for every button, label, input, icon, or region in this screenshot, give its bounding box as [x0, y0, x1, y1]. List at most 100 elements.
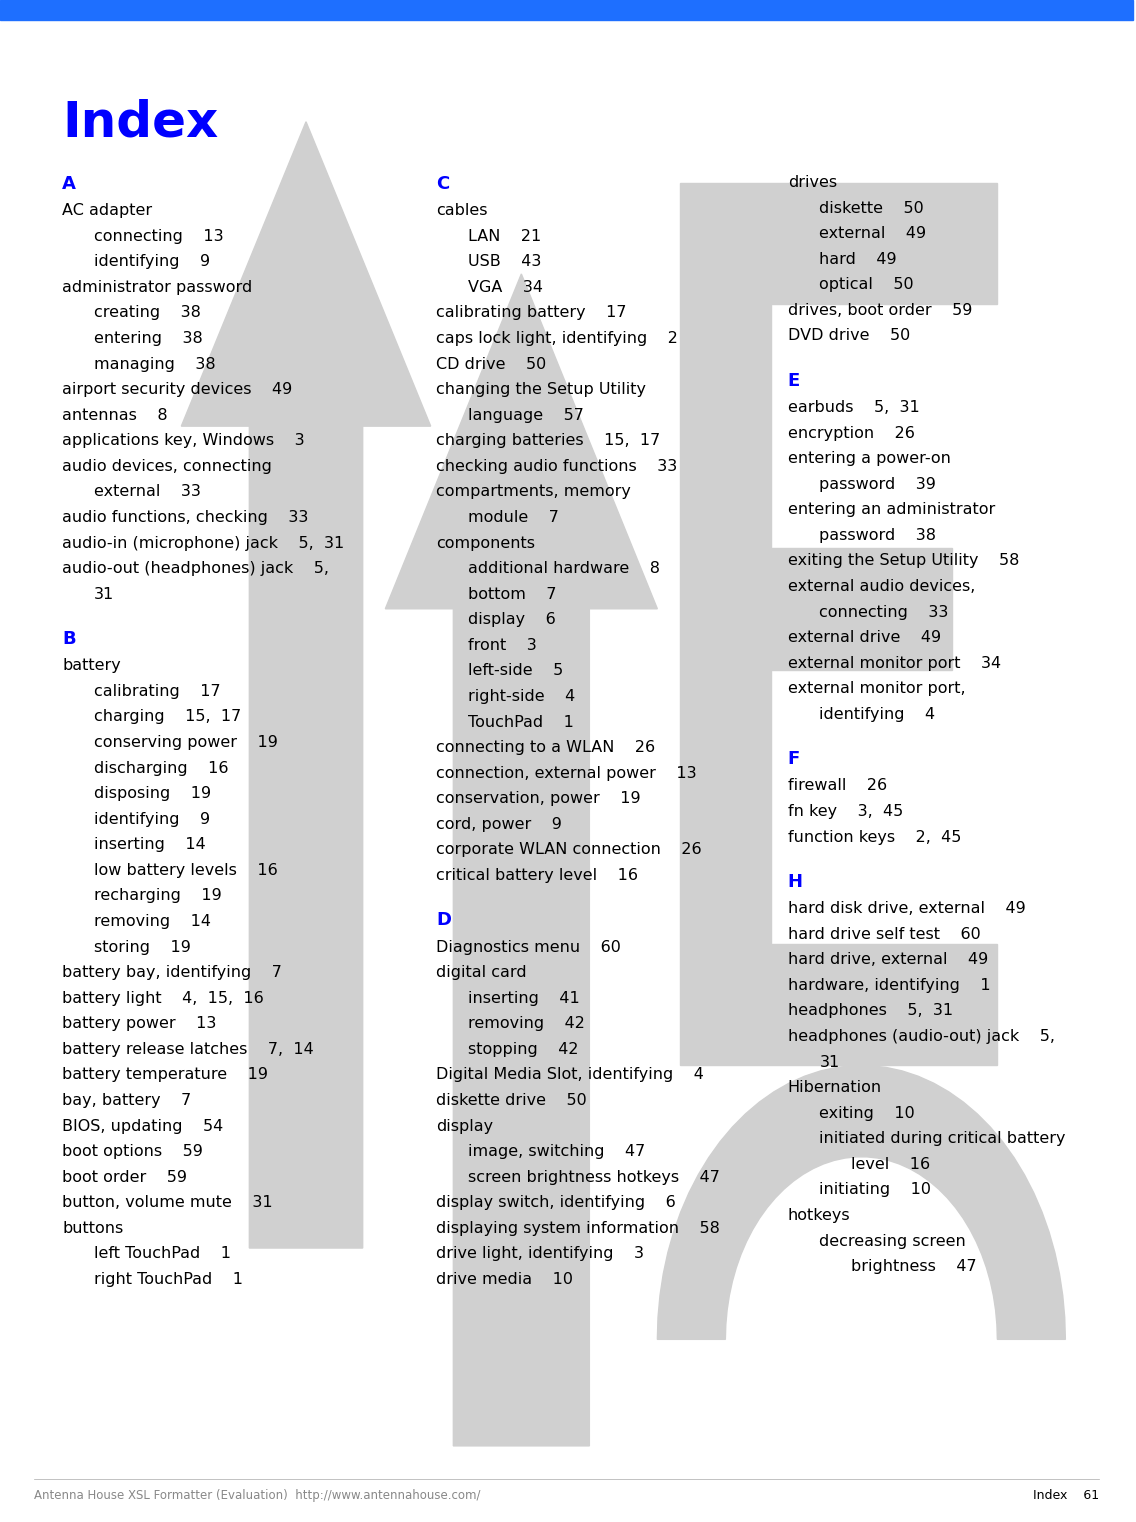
- Text: digital card: digital card: [436, 965, 527, 980]
- Text: discharging    16: discharging 16: [94, 761, 228, 776]
- Text: headphones (audio-out) jack    5,: headphones (audio-out) jack 5,: [787, 1029, 1054, 1044]
- Text: CD drive    50: CD drive 50: [436, 356, 546, 371]
- Text: battery temperature    19: battery temperature 19: [62, 1067, 268, 1082]
- Text: antennas    8: antennas 8: [62, 408, 168, 423]
- Text: front    3: front 3: [468, 638, 537, 653]
- Polygon shape: [385, 274, 658, 1446]
- Text: Hibernation: Hibernation: [787, 1081, 882, 1096]
- Text: fn key    3,  45: fn key 3, 45: [787, 804, 903, 819]
- Text: boot order    59: boot order 59: [62, 1170, 187, 1184]
- Text: earbuds    5,  31: earbuds 5, 31: [787, 400, 919, 416]
- Text: external audio devices,: external audio devices,: [787, 578, 975, 594]
- Text: battery bay, identifying    7: battery bay, identifying 7: [62, 965, 282, 980]
- Text: conservation, power    19: conservation, power 19: [436, 791, 641, 807]
- Text: storing    19: storing 19: [94, 939, 191, 954]
- Text: optical    50: optical 50: [819, 277, 914, 292]
- Text: BIOS, updating    54: BIOS, updating 54: [62, 1119, 224, 1134]
- Text: display: display: [436, 1119, 493, 1134]
- Text: calibrating    17: calibrating 17: [94, 683, 220, 699]
- Text: entering an administrator: entering an administrator: [787, 502, 995, 517]
- Text: password    39: password 39: [819, 476, 936, 492]
- Text: identifying    9: identifying 9: [94, 811, 210, 826]
- Text: cables: cables: [436, 202, 487, 218]
- Text: creating    38: creating 38: [94, 306, 201, 321]
- Text: encryption    26: encryption 26: [787, 426, 914, 440]
- Text: audio devices, connecting: audio devices, connecting: [62, 458, 273, 473]
- Text: applications key, Windows    3: applications key, Windows 3: [62, 434, 304, 449]
- Text: right-side    4: right-side 4: [468, 689, 575, 705]
- Text: connecting to a WLAN    26: connecting to a WLAN 26: [436, 740, 655, 755]
- Text: external    49: external 49: [819, 227, 927, 240]
- Text: Antenna House XSL Formatter (Evaluation)  http://www.antennahouse.com/: Antenna House XSL Formatter (Evaluation)…: [34, 1489, 481, 1502]
- Text: external    33: external 33: [94, 484, 201, 499]
- Text: connecting    13: connecting 13: [94, 228, 224, 244]
- Text: connection, external power    13: connection, external power 13: [436, 766, 698, 781]
- Text: stopping    42: stopping 42: [468, 1043, 578, 1056]
- Text: image, switching    47: image, switching 47: [468, 1145, 645, 1160]
- Text: airport security devices    49: airport security devices 49: [62, 382, 293, 397]
- Text: conserving power    19: conserving power 19: [94, 735, 278, 750]
- Text: brightness    47: brightness 47: [851, 1259, 977, 1274]
- Text: hard drive, external    49: hard drive, external 49: [787, 953, 988, 968]
- Text: right TouchPad    1: right TouchPad 1: [94, 1272, 243, 1288]
- Text: boot options    59: boot options 59: [62, 1145, 203, 1160]
- Text: VGA    34: VGA 34: [468, 280, 543, 295]
- Text: diskette drive    50: diskette drive 50: [436, 1093, 587, 1108]
- Text: exiting the Setup Utility    58: exiting the Setup Utility 58: [787, 554, 1019, 568]
- Text: audio-out (headphones) jack    5,: audio-out (headphones) jack 5,: [62, 562, 329, 577]
- Text: cord, power    9: cord, power 9: [436, 817, 562, 833]
- Text: external monitor port,: external monitor port,: [787, 682, 966, 696]
- Text: corporate WLAN connection    26: corporate WLAN connection 26: [436, 842, 702, 857]
- Text: Index: Index: [62, 99, 218, 148]
- Text: drives: drives: [787, 175, 837, 190]
- Text: calibrating battery    17: calibrating battery 17: [436, 306, 627, 321]
- Text: A: A: [62, 175, 76, 193]
- Text: battery: battery: [62, 659, 122, 673]
- Text: compartments, memory: compartments, memory: [436, 484, 632, 499]
- Text: drives, boot order    59: drives, boot order 59: [787, 303, 972, 318]
- Text: battery power    13: battery power 13: [62, 1017, 217, 1032]
- Text: drive light, identifying    3: drive light, identifying 3: [436, 1247, 644, 1262]
- Text: exiting    10: exiting 10: [819, 1106, 916, 1120]
- Text: hard    49: hard 49: [819, 251, 897, 266]
- Text: language    57: language 57: [468, 408, 584, 423]
- Text: battery light    4,  15,  16: battery light 4, 15, 16: [62, 991, 264, 1006]
- Text: screen brightness hotkeys    47: screen brightness hotkeys 47: [468, 1170, 720, 1184]
- Text: checking audio functions    33: checking audio functions 33: [436, 458, 677, 473]
- Text: D: D: [436, 912, 451, 930]
- Text: identifying    4: identifying 4: [819, 706, 936, 721]
- Text: left TouchPad    1: left TouchPad 1: [94, 1247, 231, 1262]
- Text: display    6: display 6: [468, 612, 556, 627]
- Text: buttons: buttons: [62, 1221, 124, 1236]
- Text: bay, battery    7: bay, battery 7: [62, 1093, 192, 1108]
- Text: initiated during critical battery: initiated during critical battery: [819, 1131, 1066, 1146]
- Text: button, volume mute    31: button, volume mute 31: [62, 1195, 273, 1210]
- Text: hotkeys: hotkeys: [787, 1208, 851, 1224]
- Text: hard drive self test    60: hard drive self test 60: [787, 927, 980, 942]
- Text: password    38: password 38: [819, 528, 936, 543]
- Text: E: E: [787, 371, 800, 390]
- Text: bottom    7: bottom 7: [468, 586, 557, 601]
- Text: 31: 31: [94, 586, 115, 601]
- Text: recharging    19: recharging 19: [94, 889, 222, 904]
- Text: removing    14: removing 14: [94, 915, 211, 928]
- Text: F: F: [787, 750, 800, 769]
- Text: module    7: module 7: [468, 510, 559, 525]
- Text: hardware, identifying    1: hardware, identifying 1: [787, 979, 991, 992]
- Text: administrator password: administrator password: [62, 280, 252, 295]
- Text: headphones    5,  31: headphones 5, 31: [787, 1003, 953, 1018]
- Text: external monitor port    34: external monitor port 34: [787, 656, 1001, 671]
- Text: managing    38: managing 38: [94, 356, 216, 371]
- Text: connecting    33: connecting 33: [819, 604, 949, 619]
- Text: H: H: [787, 874, 803, 890]
- Bar: [0, 0, 1134, 20]
- Text: drive media    10: drive media 10: [436, 1272, 574, 1288]
- Text: Index    61: Index 61: [1034, 1489, 1100, 1502]
- Text: firewall    26: firewall 26: [787, 778, 887, 793]
- Text: displaying system information    58: displaying system information 58: [436, 1221, 720, 1236]
- Text: critical battery level    16: critical battery level 16: [436, 868, 638, 883]
- Text: inserting    41: inserting 41: [468, 991, 579, 1006]
- Text: audio-in (microphone) jack    5,  31: audio-in (microphone) jack 5, 31: [62, 536, 344, 551]
- Text: external drive    49: external drive 49: [787, 630, 941, 645]
- Text: left-side    5: left-side 5: [468, 664, 563, 679]
